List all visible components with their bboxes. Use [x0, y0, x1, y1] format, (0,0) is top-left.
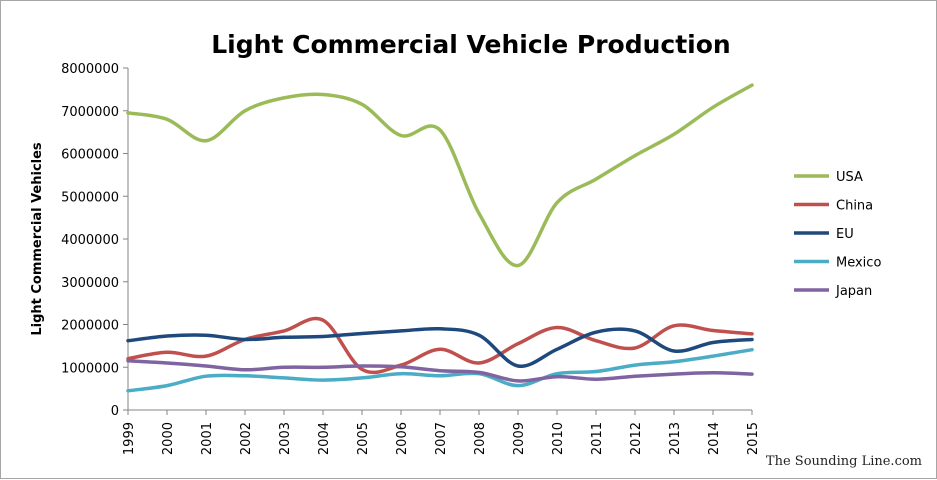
y-tick-label: 2000000 [61, 319, 119, 334]
legend: USA China EU Mexico Japan [794, 170, 881, 299]
y-tick-label: 0 [111, 404, 119, 419]
x-tick-label: 2001 [200, 422, 215, 455]
x-axis: 1999 2000 2001 2002 2003 2004 2005 2006 2007 2008… [122, 409, 761, 455]
chart-title: Light Commercial Vehicle Production [211, 30, 730, 59]
y-axis: 0 1000000 2000000 3000000 4000000 5000000 6000… [61, 62, 129, 419]
y-tick-label: 7000000 [61, 105, 119, 120]
watermark: The Sounding Line.com [766, 454, 922, 469]
series-line-china [126, 316, 754, 375]
x-tick-label: 2002 [239, 422, 254, 455]
series-line-mexico [126, 347, 754, 393]
y-axis-title: Light Commercial Vehicles [30, 142, 45, 336]
x-tick-label: 2007 [434, 422, 449, 455]
series-line-japan [126, 359, 754, 383]
x-tick-label: 2012 [629, 422, 644, 455]
y-tick-label: 6000000 [61, 148, 119, 163]
legend-label-china: China [836, 199, 873, 214]
y-tick-label: 1000000 [61, 361, 119, 376]
legend-label-eu: EU [836, 227, 854, 242]
x-tick-label: 2011 [590, 422, 605, 455]
series-line-eu [126, 326, 754, 368]
x-tick-label: 2013 [668, 422, 683, 455]
y-tick-label: 8000000 [61, 62, 119, 77]
x-tick-label: 2009 [512, 422, 527, 455]
x-tick-label: 2010 [551, 422, 566, 455]
y-tick-label: 3000000 [61, 276, 119, 291]
x-tick-label: 2004 [317, 422, 332, 455]
x-tick-label: 2014 [707, 422, 722, 455]
legend-label-japan: Japan [835, 284, 872, 299]
x-tick-label: 2008 [473, 422, 488, 455]
legend-label-mexico: Mexico [836, 256, 881, 271]
x-tick-label: 2005 [356, 422, 371, 455]
y-tick-label: 5000000 [61, 190, 119, 205]
x-tick-label: 1999 [122, 422, 137, 455]
series-lines [126, 83, 754, 393]
y-tick-label: 4000000 [61, 233, 119, 248]
series-line-usa [126, 83, 754, 268]
x-tick-label: 2003 [278, 422, 293, 455]
legend-label-usa: USA [836, 170, 863, 185]
x-tick-label: 2006 [395, 422, 410, 455]
x-tick-label: 2015 [746, 422, 761, 455]
x-tick-label: 2000 [161, 422, 176, 455]
